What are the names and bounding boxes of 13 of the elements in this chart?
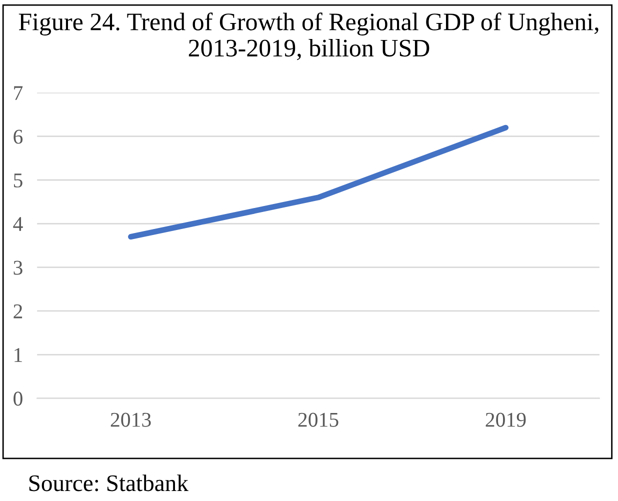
- x-tick-label: 2013: [110, 412, 151, 427]
- y-tick-label: 0: [14, 392, 22, 406]
- y-tick-label: 3: [14, 260, 22, 275]
- x-tick-label: 2019: [486, 412, 526, 427]
- y-tick-label: 5: [14, 174, 22, 188]
- x-tick-label: 2015: [298, 412, 338, 427]
- chart-title: Figure 24. Trend of Growth of Regional GDP of Ungheni, 2013-2019, billion USD: [18, 12, 598, 60]
- source-note: Source: Statbank: [29, 474, 188, 492]
- y-tick-label: 1: [14, 348, 22, 362]
- y-tick-label: 4: [13, 217, 23, 231]
- y-tick-label: 7: [14, 86, 23, 100]
- y-tick-label: 6: [14, 130, 23, 144]
- y-tick-label: 2: [14, 304, 22, 318]
